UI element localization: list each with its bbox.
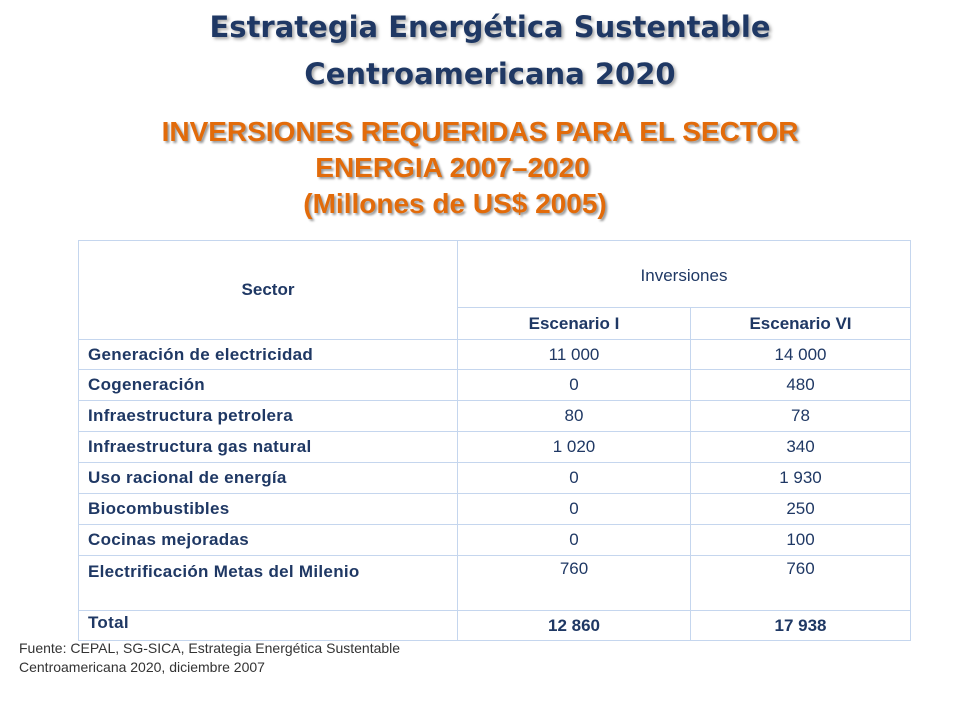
table-row: Generación de electricidad 11 000 14 000 [78, 339, 911, 370]
escenario-6-cell: 1 930 [690, 462, 911, 494]
sector-cell: Cogeneración [78, 369, 458, 401]
escenario-6-cell: 760 [690, 555, 911, 611]
total-escenario-6: 17 938 [690, 610, 911, 641]
escenario-1-cell: 1 020 [457, 431, 691, 463]
table-row: Biocombustibles 0 250 [78, 493, 911, 525]
escenario-1-cell: 0 [457, 524, 691, 556]
escenario-6-cell: 14 000 [690, 339, 911, 370]
total-escenario-1: 12 860 [457, 610, 691, 641]
escenario-6-cell: 250 [690, 493, 911, 525]
subtitle: INVERSIONES REQUERIDAS PARA EL SECTOR EN… [0, 114, 960, 222]
total-row: Total 12 860 17 938 [78, 610, 911, 641]
source-note: Fuente: CEPAL, SG-SICA, Estrategia Energ… [19, 639, 400, 677]
main-title-line1: Estrategia Energética Sustentable [209, 10, 771, 44]
escenario-6-cell: 100 [690, 524, 911, 556]
escenario-6-cell: 480 [690, 369, 911, 401]
table-row: Cocinas mejoradas 0 100 [78, 524, 911, 556]
table-row: Electrificación Metas del Milenio 760 76… [78, 555, 911, 611]
subtitle-line3: (Millones de US$ 2005) [303, 188, 607, 219]
table-row: Infraestructura gas natural 1 020 340 [78, 431, 911, 463]
sector-cell: Electrificación Metas del Milenio [78, 555, 458, 611]
subtitle-line1: INVERSIONES REQUERIDAS PARA EL SECTOR [161, 116, 799, 147]
subtitle-line2: ENERGIA 2007–2020 [315, 152, 590, 183]
column-header-escenario-6: Escenario VI [690, 307, 911, 340]
escenario-1-cell: 0 [457, 369, 691, 401]
escenario-1-cell: 11 000 [457, 339, 691, 370]
sector-cell: Infraestructura petrolera [78, 400, 458, 432]
sector-cell: Cocinas mejoradas [78, 524, 458, 556]
table-row: Uso racional de energía 0 1 930 [78, 462, 911, 494]
source-line2: Centroamericana 2020, diciembre 2007 [19, 659, 265, 675]
main-title: Estrategia Energética Sustentable Centro… [0, 4, 960, 98]
sector-cell: Infraestructura gas natural [78, 431, 458, 463]
sector-header: Sector [78, 240, 458, 340]
sector-cell: Generación de electricidad [78, 339, 458, 370]
inversiones-header: Inversiones [457, 240, 911, 308]
escenario-1-cell: 0 [457, 493, 691, 525]
table-row: Infraestructura petrolera 80 78 [78, 400, 911, 432]
escenario-1-cell: 80 [457, 400, 691, 432]
sector-cell: Biocombustibles [78, 493, 458, 525]
column-header-escenario-1: Escenario I [457, 307, 691, 340]
investment-table: Sector Inversiones Escenario I Escenario… [78, 240, 911, 641]
column-header-row: Escenario I Escenario VI [79, 307, 911, 340]
total-label: Total [78, 610, 458, 641]
table-row: Cogeneración 0 480 [78, 369, 911, 401]
escenario-6-cell: 340 [690, 431, 911, 463]
main-title-line2: Centroamericana 2020 [304, 57, 676, 91]
sector-cell: Uso racional de energía [78, 462, 458, 494]
group-header-row: Sector Inversiones [78, 240, 911, 340]
escenario-6-cell: 78 [690, 400, 911, 432]
escenario-1-cell: 0 [457, 462, 691, 494]
source-line1: Fuente: CEPAL, SG-SICA, Estrategia Energ… [19, 640, 401, 656]
escenario-1-cell: 760 [457, 555, 691, 611]
